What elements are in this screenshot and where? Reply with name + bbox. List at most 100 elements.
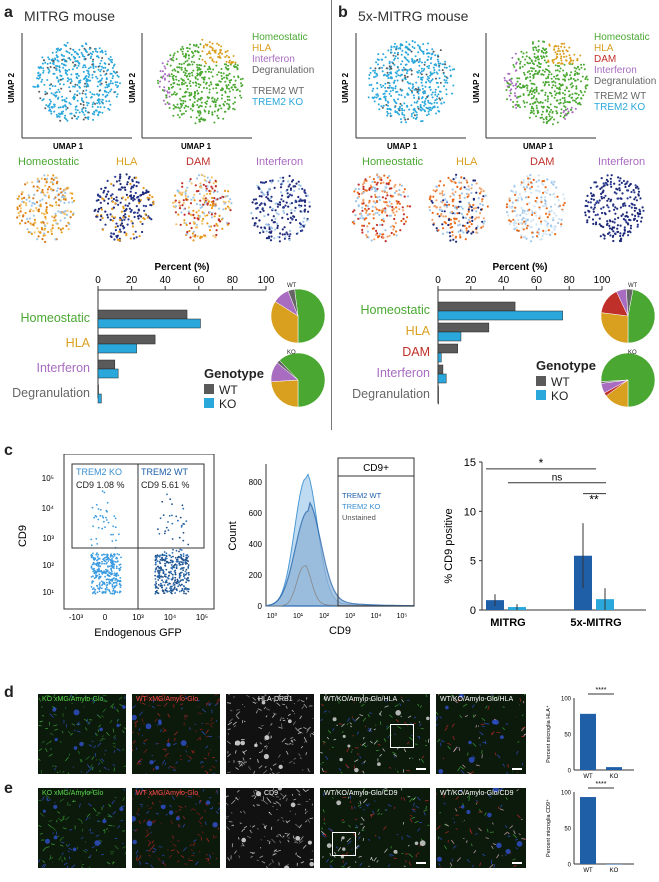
feature-title-hla: HLA bbox=[456, 156, 478, 168]
feature-point bbox=[366, 225, 369, 228]
feature-point bbox=[375, 200, 378, 203]
flow-event bbox=[154, 561, 157, 564]
flow-xtick: 10³ bbox=[132, 613, 144, 622]
feature-point bbox=[511, 201, 514, 204]
umap-point bbox=[545, 116, 548, 118]
umap-point bbox=[531, 102, 534, 105]
feature-point bbox=[372, 213, 375, 216]
umap-point bbox=[47, 56, 50, 59]
umap-point bbox=[509, 98, 512, 101]
flow-event bbox=[109, 592, 112, 595]
feature-point bbox=[609, 220, 612, 223]
flow-event bbox=[104, 575, 106, 578]
umap-point bbox=[408, 43, 411, 46]
umap-point bbox=[571, 82, 573, 85]
umap-xlabel: UMAP 1 bbox=[523, 142, 554, 151]
umap-point bbox=[562, 111, 565, 114]
umap-point bbox=[428, 77, 430, 80]
umap-point bbox=[407, 82, 410, 85]
feature-point bbox=[137, 209, 140, 212]
flow-event bbox=[170, 564, 173, 566]
umap-point bbox=[221, 87, 224, 90]
flow-event bbox=[90, 544, 93, 547]
flow-event bbox=[92, 563, 95, 565]
umap-point bbox=[78, 48, 81, 51]
feature-point bbox=[63, 201, 66, 204]
feature-point bbox=[463, 224, 466, 228]
umap-point bbox=[516, 86, 519, 88]
feature-point bbox=[32, 197, 35, 200]
umap-point bbox=[562, 69, 565, 72]
umap-point bbox=[441, 97, 444, 100]
umap-point bbox=[557, 77, 559, 80]
umap-point bbox=[87, 72, 90, 75]
feature-point bbox=[130, 194, 133, 197]
flow-event bbox=[112, 582, 115, 584]
feature-point bbox=[133, 215, 136, 219]
feature-point bbox=[268, 199, 271, 202]
umap-point bbox=[196, 78, 199, 81]
feature-point bbox=[554, 233, 557, 236]
feature-point bbox=[449, 239, 452, 242]
umap-point bbox=[201, 58, 204, 61]
feature-point bbox=[290, 202, 294, 205]
feature-point bbox=[374, 195, 377, 199]
feature-point bbox=[190, 214, 193, 217]
umap-point bbox=[111, 67, 114, 69]
feature-point bbox=[207, 200, 210, 203]
feature-point bbox=[212, 234, 215, 237]
feature-point bbox=[211, 204, 214, 208]
feature-point bbox=[114, 229, 117, 232]
feature-point bbox=[294, 218, 298, 222]
umap-point bbox=[563, 99, 566, 102]
umap-point bbox=[34, 86, 36, 88]
feature-point bbox=[151, 195, 154, 199]
feature-point bbox=[49, 181, 52, 184]
feature-point bbox=[535, 223, 538, 226]
flow-event bbox=[95, 503, 98, 506]
feature-point bbox=[27, 231, 30, 234]
umap-point bbox=[423, 104, 426, 107]
umap-point bbox=[206, 68, 209, 71]
feature-point bbox=[612, 234, 615, 237]
flow-event bbox=[97, 526, 100, 529]
cell-process bbox=[56, 771, 59, 774]
flow-event bbox=[108, 590, 111, 593]
feature-point bbox=[212, 182, 215, 185]
umap-point bbox=[108, 83, 110, 86]
umap-point bbox=[441, 63, 444, 66]
feature-point bbox=[431, 201, 434, 204]
feature-point bbox=[544, 202, 547, 205]
umap-point bbox=[183, 62, 185, 65]
umap-point bbox=[560, 84, 563, 87]
umap-point bbox=[76, 99, 79, 102]
flow-event bbox=[166, 591, 169, 593]
umap-point bbox=[563, 55, 565, 58]
umap-point bbox=[570, 77, 573, 79]
umap-point bbox=[542, 51, 545, 54]
umap-point bbox=[228, 79, 231, 82]
feature-point bbox=[59, 187, 62, 190]
umap-point bbox=[111, 58, 113, 61]
feature-point bbox=[35, 201, 39, 204]
umap-point bbox=[195, 82, 198, 85]
flow-event bbox=[182, 523, 185, 525]
feature-point bbox=[195, 203, 198, 206]
umap-point bbox=[576, 96, 579, 99]
feature-point bbox=[387, 183, 390, 186]
umap-point bbox=[379, 97, 381, 100]
cell-process bbox=[64, 757, 69, 762]
feature-point bbox=[394, 183, 397, 186]
feature-point bbox=[467, 193, 470, 196]
umap-point bbox=[225, 63, 228, 66]
umap-point bbox=[207, 52, 210, 55]
feature-point bbox=[198, 192, 201, 195]
umap-point bbox=[57, 60, 60, 63]
feature-point bbox=[111, 193, 114, 196]
umap-point bbox=[560, 45, 563, 48]
umap-point bbox=[531, 111, 534, 114]
feature-point bbox=[597, 201, 600, 204]
feature-point bbox=[30, 232, 33, 235]
cell-process bbox=[87, 720, 91, 725]
feature-point bbox=[278, 201, 282, 204]
